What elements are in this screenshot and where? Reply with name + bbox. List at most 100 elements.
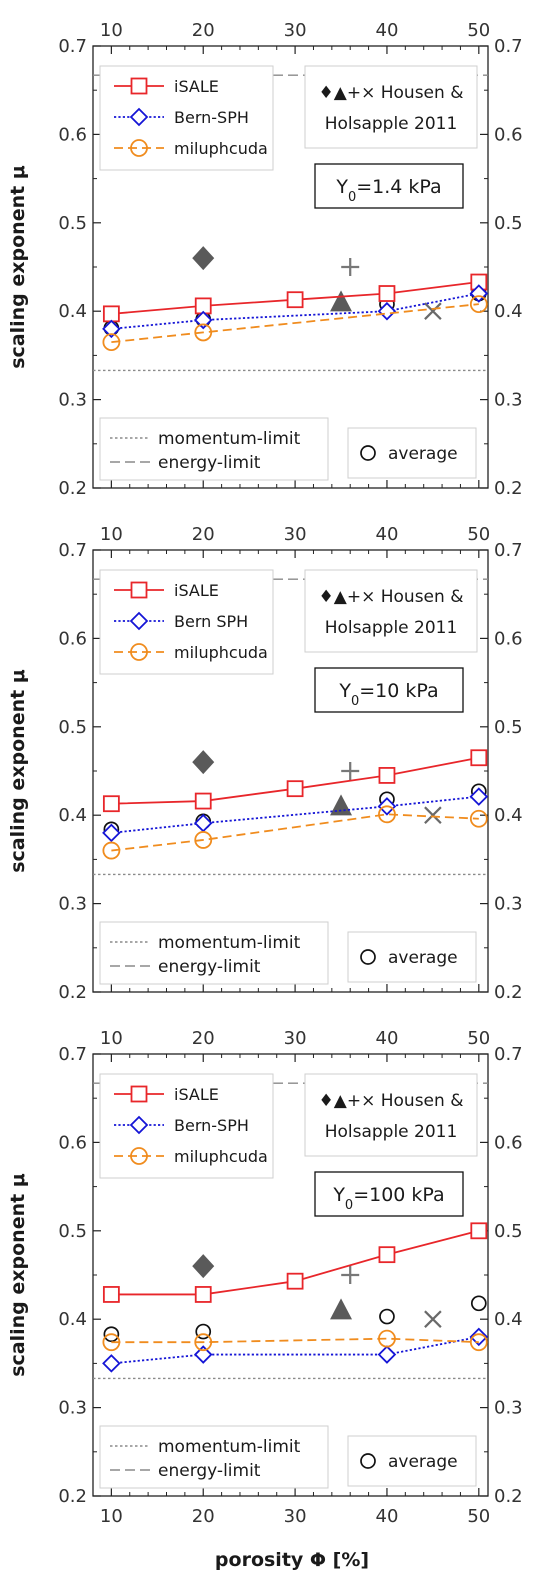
hh-plus-marker — [341, 762, 360, 780]
y-tick-label: 0.2 — [58, 1486, 87, 1507]
data-point — [102, 319, 121, 339]
average-legend — [347, 1435, 477, 1487]
hh-triangle-marker — [330, 290, 353, 312]
legend-label: miluphcuda — [174, 643, 268, 662]
data-point — [469, 809, 488, 828]
y-tick-label: 0.7 — [58, 540, 87, 561]
hh-diamond-marker — [192, 1254, 215, 1279]
data-point — [102, 841, 121, 860]
chart-panel-1: 0.2 0.2 0.3 0.3 0.4 0.4 0.5 0.5 0.6 0.6 0.7 0.7 10 20… — [7, 20, 523, 499]
series-isale — [102, 1222, 488, 1303]
average-marker — [195, 1323, 212, 1340]
series-legend — [99, 1073, 274, 1179]
legend-marker — [130, 77, 148, 95]
data-point — [470, 1222, 488, 1240]
series-isale — [102, 273, 488, 323]
data-point — [102, 1354, 121, 1373]
x-tick-label: 10 — [100, 1506, 123, 1527]
data-point — [102, 823, 121, 843]
x-tick-label-top: 40 — [376, 524, 399, 545]
legend-marker — [129, 1115, 149, 1135]
average-marker — [379, 1308, 395, 1325]
data-point — [194, 1286, 212, 1303]
data-point — [378, 285, 396, 302]
average-marker — [103, 1326, 120, 1343]
data-point — [378, 767, 396, 784]
y-tick-label: 0.5 — [58, 717, 87, 738]
x-axis-label: porosity Φ [%] — [215, 1549, 369, 1571]
series-bern-sph — [102, 1327, 489, 1373]
panels: 0.2 0.2 0.3 0.3 0.4 0.4 0.5 0.5 0.6 0.6 0.7 0.7 10 20… — [7, 20, 523, 1527]
series-miluphcuda — [102, 295, 488, 352]
x-tick-label-top: 30 — [284, 524, 307, 545]
data-point — [194, 831, 213, 849]
x-tick-label: 30 — [284, 1506, 307, 1527]
series-legend — [99, 65, 274, 171]
legend-label: average — [388, 1452, 458, 1472]
x-tick-label-top: 30 — [284, 1028, 307, 1049]
chart-panel-2: 0.2 0.2 0.3 0.3 0.4 0.4 0.5 0.5 0.6 0.6 0.7 0.7 10 20… — [7, 524, 523, 1003]
series-line — [111, 795, 479, 834]
legend-label: momentum-limit — [158, 429, 301, 449]
y-tick-label-right: 0.5 — [494, 1221, 523, 1242]
average-marker — [470, 1295, 487, 1312]
legend-label: iSALE — [174, 77, 219, 96]
legend-marker — [130, 581, 148, 599]
data-point — [470, 749, 488, 767]
series-isale — [102, 749, 488, 813]
hh-plus-marker — [341, 1266, 360, 1284]
y-tick-label-right: 0.7 — [494, 540, 523, 561]
y-tick-label: 0.5 — [58, 1221, 87, 1242]
y-tick-label: 0.3 — [58, 1398, 87, 1419]
x-tick-label-top: 20 — [192, 20, 215, 41]
x-tick-label-top: 10 — [100, 524, 123, 545]
hh-legend-line2: Holsapple 2011 — [325, 114, 458, 134]
x-tick-label-top: 40 — [376, 20, 399, 41]
series-bern-sph — [102, 787, 489, 843]
y-tick-label: 0.7 — [58, 36, 87, 57]
series-miluphcuda — [102, 1329, 488, 1352]
panel-label-box — [314, 1171, 464, 1217]
data-point — [378, 805, 396, 824]
panel-label-box — [314, 163, 464, 209]
y-tick-label-right: 0.5 — [494, 717, 523, 738]
x-tick-label-top: 20 — [192, 524, 215, 545]
legend-marker — [130, 1147, 148, 1165]
hh-cross-marker — [424, 302, 442, 320]
data-point — [194, 792, 212, 810]
data-point — [286, 1272, 304, 1290]
data-point — [469, 295, 488, 314]
data-point — [286, 780, 304, 798]
data-point — [102, 1286, 120, 1303]
limits-legend — [99, 921, 329, 985]
series-line — [111, 303, 479, 344]
y-tick-label: 0.5 — [58, 213, 87, 234]
legend-marker — [130, 643, 148, 661]
x-tick-label-top: 50 — [467, 1028, 490, 1049]
series-line — [111, 1335, 479, 1365]
y-tick-label: 0.6 — [58, 1132, 87, 1153]
panel-label: Y0=10 kPa — [338, 680, 438, 709]
x-tick-label-top: 20 — [192, 1028, 215, 1049]
y-tick-label-right: 0.7 — [494, 36, 523, 57]
legend-label: energy-limit — [158, 957, 261, 977]
legend-label: momentum-limit — [158, 1437, 301, 1457]
limits-legend — [99, 417, 329, 481]
hh-triangle-marker — [330, 794, 353, 816]
legend-label: average — [388, 948, 458, 968]
legend-label: momentum-limit — [158, 933, 301, 953]
hh-legend-line1: ♦▲+× Housen & — [319, 587, 464, 607]
data-point — [193, 310, 213, 330]
y-tick-label-right: 0.2 — [494, 982, 523, 1003]
legend-label: iSALE — [174, 581, 219, 600]
y-tick-label-right: 0.4 — [494, 301, 523, 322]
chart-panel-3: 0.2 0.2 0.3 0.3 0.4 0.4 0.5 0.5 0.6 0.6 0.7 0.7 10 10… — [7, 1028, 523, 1527]
x-tick-label: 50 — [467, 1506, 490, 1527]
x-tick-label-top: 50 — [467, 20, 490, 41]
legend-label: miluphcuda — [174, 139, 268, 158]
legend-label: average — [388, 444, 458, 464]
data-point — [286, 291, 304, 309]
y-tick-label: 0.4 — [58, 301, 87, 322]
legend-label: energy-limit — [158, 1461, 261, 1481]
x-tick-label: 40 — [376, 1506, 399, 1527]
